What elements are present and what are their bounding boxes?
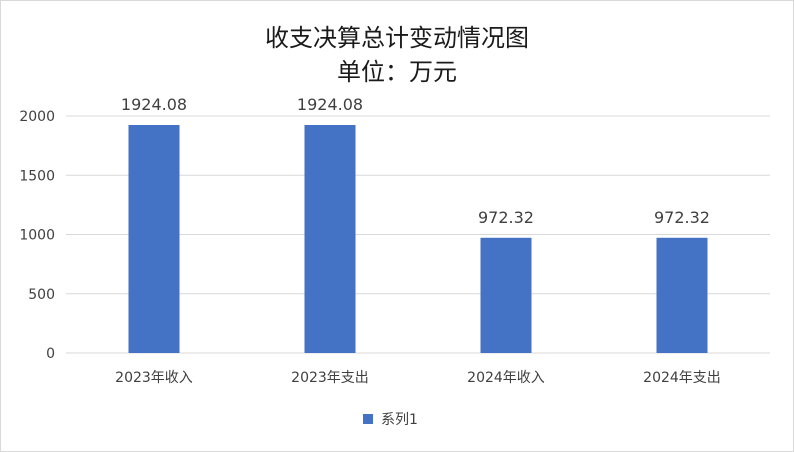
x-axis-categories: 2023年收入 2023年支出 2024年收入 2024年支出 [115, 370, 721, 386]
chart-subtitle: 单位：万元 [337, 58, 457, 86]
x-category-label: 2024年收入 [467, 370, 545, 386]
bar [656, 237, 708, 353]
data-label: 972.32 [478, 208, 534, 227]
bar [304, 124, 356, 353]
data-label: 1924.08 [121, 95, 187, 114]
bar [480, 237, 532, 353]
data-label: 972.32 [654, 208, 710, 227]
y-tick-label: 500 [28, 287, 55, 303]
y-tick-label: 1000 [19, 228, 55, 244]
legend: 系列1 [363, 412, 418, 428]
gridlines [66, 115, 770, 354]
data-labels: 1924.08 1924.08 972.32 972.32 [121, 95, 710, 227]
chart-title: 收支决算总计变动情况图 [265, 24, 529, 52]
bar [128, 124, 180, 353]
legend-label: 系列1 [381, 412, 418, 428]
x-category-label: 2024年支出 [643, 370, 721, 386]
bars [128, 124, 708, 353]
y-axis-ticks: 0 500 1000 1500 2000 [19, 109, 55, 362]
y-tick-label: 1500 [19, 168, 55, 184]
legend-swatch [363, 414, 373, 424]
y-tick-label: 2000 [19, 109, 55, 125]
y-tick-label: 0 [46, 346, 55, 362]
data-label: 1924.08 [297, 95, 363, 114]
x-category-label: 2023年支出 [291, 370, 369, 386]
x-category-label: 2023年收入 [115, 370, 193, 386]
